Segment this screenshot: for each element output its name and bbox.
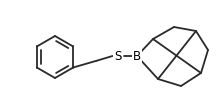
Text: B: B (133, 50, 141, 62)
Text: B: B (133, 50, 141, 62)
Text: S: S (114, 50, 122, 62)
